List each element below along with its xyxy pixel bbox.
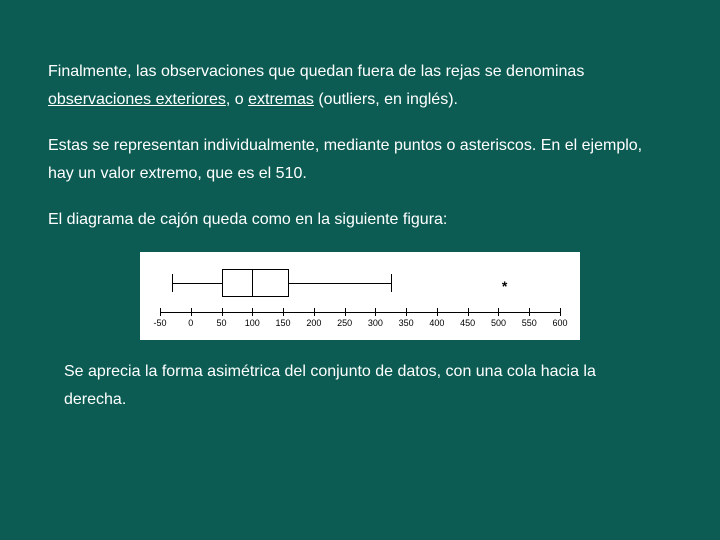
axis-tick <box>406 308 407 316</box>
axis-tick-label: 300 <box>368 318 383 328</box>
axis-tick <box>252 308 253 316</box>
boxplot-figure: * -50 0 50 100 150 200 250 300 350 400 450 500 550 60… <box>140 252 580 340</box>
box <box>222 269 290 297</box>
axis-tick-label: 550 <box>522 318 537 328</box>
boxplot-plot-area: * <box>160 260 560 306</box>
axis-tick <box>529 308 530 316</box>
axis-tick <box>160 308 161 316</box>
axis-tick-label: 200 <box>306 318 321 328</box>
underline-term-2: extremas <box>248 91 314 108</box>
whisker-line <box>172 283 221 284</box>
whisker-cap <box>172 274 173 292</box>
axis-tick <box>498 308 499 316</box>
whisker-cap <box>391 274 392 292</box>
axis-tick-label: 0 <box>188 318 193 328</box>
axis-tick <box>437 308 438 316</box>
boxplot-figure-wrap: * -50 0 50 100 150 200 250 300 350 400 450 500 550 60… <box>48 252 672 340</box>
axis-tick <box>283 308 284 316</box>
boxplot-axis: -50050100150200250300350400450500550600 <box>160 308 560 336</box>
axis-tick-label: 150 <box>276 318 291 328</box>
axis-tick-label: 450 <box>460 318 475 328</box>
paragraph-1: Finalmente, las observaciones que quedan… <box>48 58 672 114</box>
axis-tick <box>314 308 315 316</box>
axis-tick-label: 250 <box>337 318 352 328</box>
axis-line <box>160 312 560 313</box>
axis-tick <box>191 308 192 316</box>
axis-tick-label: 500 <box>491 318 506 328</box>
whisker-line <box>289 283 391 284</box>
text: , o <box>226 91 248 108</box>
underline-term-1: observaciones exteriores <box>48 91 226 108</box>
axis-tick <box>222 308 223 316</box>
outlier-point: * <box>502 279 507 293</box>
axis-tick-label: 350 <box>399 318 414 328</box>
paragraph-4: Se aprecia la forma asimétrica del conju… <box>48 358 672 414</box>
axis-tick <box>560 308 561 316</box>
median-line <box>252 269 253 297</box>
paragraph-3: El diagrama de cajón queda como en la si… <box>48 206 672 234</box>
axis-tick <box>468 308 469 316</box>
text: (outliers, en inglés). <box>314 91 458 108</box>
axis-tick-label: 400 <box>429 318 444 328</box>
paragraph-2: Estas se representan individualmente, me… <box>48 132 672 188</box>
axis-tick <box>375 308 376 316</box>
axis-tick-label: 600 <box>552 318 567 328</box>
axis-tick-label: 50 <box>217 318 227 328</box>
axis-tick-label: -50 <box>153 318 166 328</box>
text: Finalmente, las observaciones que quedan… <box>48 63 584 80</box>
axis-tick <box>345 308 346 316</box>
axis-tick-label: 100 <box>245 318 260 328</box>
